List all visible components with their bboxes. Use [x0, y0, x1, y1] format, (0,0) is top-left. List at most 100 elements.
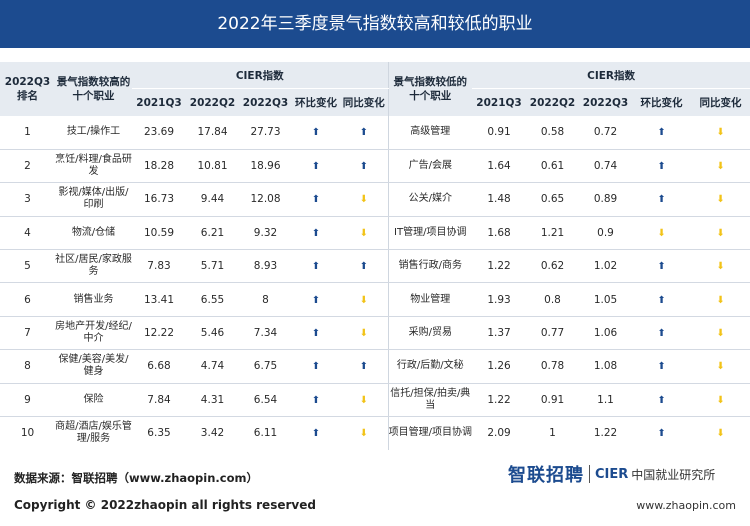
- rank-cell: 2: [0, 149, 55, 184]
- page-title: 2022年三季度景气指数较高和较低的职业: [0, 0, 750, 48]
- arrow-up-icon: ⬆: [657, 127, 666, 139]
- arrow-down-icon: ⬇: [359, 328, 368, 340]
- arrow-down-icon: ⬇: [359, 194, 368, 206]
- arrow-up-icon: ⬆: [657, 294, 666, 306]
- high-occupation-label: 烹饪/料理/食品研发: [55, 149, 132, 184]
- high-yoy-cell: ⬇: [340, 417, 388, 450]
- low-yoy-cell: ⬇: [691, 316, 750, 351]
- col-yoy-high: 同比变化: [340, 88, 389, 116]
- low-qoq-cell: ⬆: [632, 116, 692, 150]
- arrow-up-icon: ⬆: [657, 428, 666, 440]
- low-value-2022q2: 0.61: [526, 149, 580, 184]
- low-yoy-cell: ⬇: [691, 349, 750, 384]
- low-yoy-cell: ⬇: [691, 216, 750, 251]
- high-value-2022q3: 9.32: [239, 216, 292, 251]
- table-row: 2 烹饪/料理/食品研发 18.28 10.81 18.96 ⬆ ⬆ 广告/会展 1.64 0.6…: [0, 149, 750, 184]
- low-value-2022q2: 1: [549, 427, 556, 440]
- high-value-2022q3: 6.11: [253, 427, 278, 440]
- high-value-2022q3: 6.54: [239, 383, 292, 418]
- table-body: 1 技工/操作工 23.69 17.84 27.73 ⬆ ⬆ 高级管理 0.91 0.58 0.72…: [0, 116, 750, 450]
- low-value-2022q2: 0.77: [526, 316, 580, 351]
- high-occupation-label: 房地产开发/经纪/中介: [55, 316, 132, 351]
- low-value-2021q3: 0.91: [472, 116, 527, 150]
- high-value-2021q3: 13.41: [132, 282, 186, 317]
- low-qoq-cell: ⬇: [632, 216, 692, 251]
- low-occupations-header: 景气指数较低的 十个职业: [387, 62, 473, 116]
- high-value-2022q2: 4.74: [186, 349, 239, 384]
- high-value-2021q3: 6.68: [132, 349, 186, 384]
- low-value-2021q3: 1.22: [472, 249, 527, 284]
- high-value-2021q3: 16.73: [132, 182, 186, 217]
- high-qoq-cell: ⬆: [292, 417, 340, 450]
- arrow-up-icon: ⬆: [311, 294, 321, 306]
- high-occupations-header: 景气指数较高的 十个职业: [55, 62, 132, 116]
- high-value-2022q2: 17.84: [186, 116, 239, 150]
- col-2022q2-high: 2022Q2: [186, 88, 239, 116]
- col-qoq-high: 环比变化: [292, 88, 340, 116]
- high-qoq-cell: ⬆: [292, 116, 340, 150]
- rank-cell: 4: [0, 216, 55, 251]
- arrow-up-icon: ⬆: [311, 428, 321, 440]
- rank-cell: 6: [0, 282, 55, 317]
- logo-divider: [589, 465, 590, 483]
- table-row: 8 保健/美容/美发/健身 6.68 4.74 6.75 ⬆ ⬆ 行政/后勤/文秘 1.26 0.…: [0, 349, 750, 384]
- col-2021q3-high: 2021Q3: [132, 88, 186, 116]
- high-value-2021q3: 6.35: [147, 427, 171, 440]
- brand-logo: 智联招聘 CIER 中国就业研究所: [508, 462, 715, 486]
- arrow-down-icon: ⬇: [359, 227, 368, 239]
- arrow-up-icon: ⬆: [311, 194, 321, 206]
- high-value-2022q3: 12.08: [239, 182, 292, 217]
- low-occupation-label: 采购/贸易: [387, 316, 473, 351]
- rank-cell: 8: [0, 349, 55, 384]
- low-value-2022q3: 1.08: [579, 349, 633, 384]
- arrow-up-icon: ⬆: [657, 194, 666, 206]
- table-row: 1 技工/操作工 23.69 17.84 27.73 ⬆ ⬆ 高级管理 0.91 0.58 0.72…: [0, 116, 750, 150]
- high-qoq-cell: ⬆: [292, 383, 340, 418]
- arrow-up-icon: ⬆: [359, 161, 368, 173]
- low-occupation-label: 信托/担保/拍卖/典当: [387, 383, 473, 418]
- col-2022q2-low: 2022Q2: [526, 88, 580, 116]
- low-yoy-cell: ⬇: [691, 116, 750, 150]
- high-yoy-cell: ⬆: [340, 149, 389, 184]
- low-yoy-cell: ⬇: [691, 149, 750, 184]
- col-2021q3-low: 2021Q3: [472, 88, 527, 116]
- low-value-2021q3: 1.93: [472, 282, 527, 317]
- arrow-down-icon: ⬇: [359, 428, 368, 440]
- high-yoy-cell: ⬆: [340, 349, 389, 384]
- arrow-down-icon: ⬇: [359, 294, 368, 306]
- low-yoy-cell: ⬇: [691, 417, 750, 450]
- arrow-up-icon: ⬆: [311, 361, 321, 373]
- col-2022q3-low: 2022Q3: [579, 88, 633, 116]
- low-qoq-cell: ⬆: [632, 417, 691, 450]
- low-value-2022q3: 0.89: [579, 182, 633, 217]
- high-value-2022q2: 5.71: [186, 249, 239, 284]
- high-qoq-cell: ⬆: [292, 182, 340, 217]
- low-occupation-label: IT管理/项目协调: [387, 216, 473, 251]
- high-value-2022q3: 27.73: [239, 116, 292, 150]
- arrow-up-icon: ⬆: [311, 394, 321, 406]
- high-yoy-cell: ⬇: [340, 216, 389, 251]
- arrow-up-icon: ⬆: [311, 227, 321, 239]
- arrow-down-icon: ⬇: [716, 294, 725, 306]
- arrow-up-icon: ⬆: [657, 261, 666, 273]
- high-occupation-label: 社区/居民/家政服务: [55, 249, 132, 284]
- col-qoq-low: 环比变化: [632, 88, 692, 116]
- low-value-2021q3: 1.68: [472, 216, 527, 251]
- table-row: 4 物流/仓储 10.59 6.21 9.32 ⬆ ⬇ IT管理/项目协调 1.68 1.21 0.…: [0, 216, 750, 251]
- low-occupation-label: 高级管理: [387, 116, 473, 150]
- high-value-2022q3: 6.75: [239, 349, 292, 384]
- arrow-up-icon: ⬆: [311, 328, 321, 340]
- arrow-down-icon: ⬇: [716, 127, 725, 139]
- high-value-2022q3: 7.34: [239, 316, 292, 351]
- low-occupation-label: 行政/后勤/文秘: [387, 349, 473, 384]
- high-qoq-cell: ⬆: [292, 282, 340, 317]
- low-value-2021q3: 1.26: [472, 349, 527, 384]
- low-value-2022q2: 0.58: [526, 116, 580, 150]
- copyright-text: Copyright © 2022zhaopin all rights reser…: [14, 498, 316, 512]
- high-occupation-label: 保险: [55, 383, 132, 418]
- low-value-2022q3: 1.1: [579, 383, 633, 418]
- arrow-down-icon: ⬇: [716, 227, 725, 239]
- low-occupation-label: 广告/会展: [387, 149, 473, 184]
- high-occupation-label: 影视/媒体/出版/印刷: [55, 182, 132, 217]
- arrow-down-icon: ⬇: [716, 261, 725, 273]
